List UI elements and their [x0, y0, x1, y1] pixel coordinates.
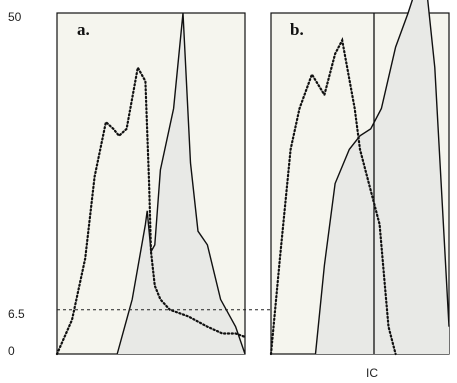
- panel-a-dotted-series: [55, 64, 247, 356]
- panel-b: b.: [269, 0, 450, 356]
- panel-b-dotted-series: [269, 36, 397, 356]
- panel-a-label: a.: [77, 20, 90, 39]
- panel-b-label: b.: [290, 20, 304, 39]
- panel-a-solid-series: [116, 12, 246, 355]
- ic-label: IC: [366, 366, 378, 380]
- y-tick-0: 0: [8, 344, 15, 358]
- panel-b-solid-fill: [315, 0, 449, 354]
- y-tick-50: 50: [8, 10, 22, 24]
- panel-a: a.: [55, 12, 247, 356]
- panel-b-solid-series: [314, 0, 450, 355]
- y-tick-6.5: 6.5: [8, 307, 25, 321]
